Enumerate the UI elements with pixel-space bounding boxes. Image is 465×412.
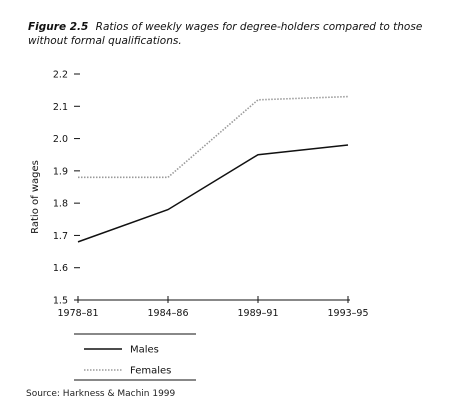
y-tick-label: 1.5 bbox=[53, 296, 68, 307]
figure-label: Figure 2.5 bbox=[28, 21, 89, 33]
series-line-females bbox=[78, 95, 349, 179]
legend-label-females: Females bbox=[130, 366, 171, 377]
y-axis-label: Ratio of wages bbox=[30, 160, 41, 234]
x-axis-ticks: 1978–81 1984–86 1989–91 1993–95 bbox=[57, 296, 369, 319]
x-tick-label: 1978–81 bbox=[57, 308, 98, 319]
y-tick-label: 1.6 bbox=[53, 263, 68, 274]
y-tick-label: 2.0 bbox=[53, 134, 68, 145]
x-tick-label: 1993–95 bbox=[327, 308, 368, 319]
source-note: Source: Harkness & Machin 1999 bbox=[26, 389, 176, 399]
y-tick-label: 2.1 bbox=[53, 102, 68, 113]
legend-label-males: Males bbox=[130, 345, 159, 356]
chart-legend: Males Females bbox=[74, 333, 196, 381]
series-line-males bbox=[77, 144, 349, 243]
x-tick-label: 1989–91 bbox=[237, 308, 278, 319]
y-tick-label: 1.7 bbox=[53, 231, 68, 242]
series-lines bbox=[77, 95, 349, 243]
y-tick-label: 1.8 bbox=[53, 199, 68, 210]
x-tick-label: 1984–86 bbox=[147, 308, 188, 319]
y-axis-ticks: 1.5 1.6 1.7 1.8 1.9 2.0 2.1 2.2 bbox=[53, 70, 80, 307]
y-tick-label: 1.9 bbox=[53, 166, 68, 177]
figure-caption: Figure 2.5 Ratios of weekly wages for de… bbox=[28, 20, 460, 48]
y-tick-label: 2.2 bbox=[53, 70, 68, 81]
figure-title: Ratios of weekly wages for degree-holder… bbox=[28, 21, 423, 47]
